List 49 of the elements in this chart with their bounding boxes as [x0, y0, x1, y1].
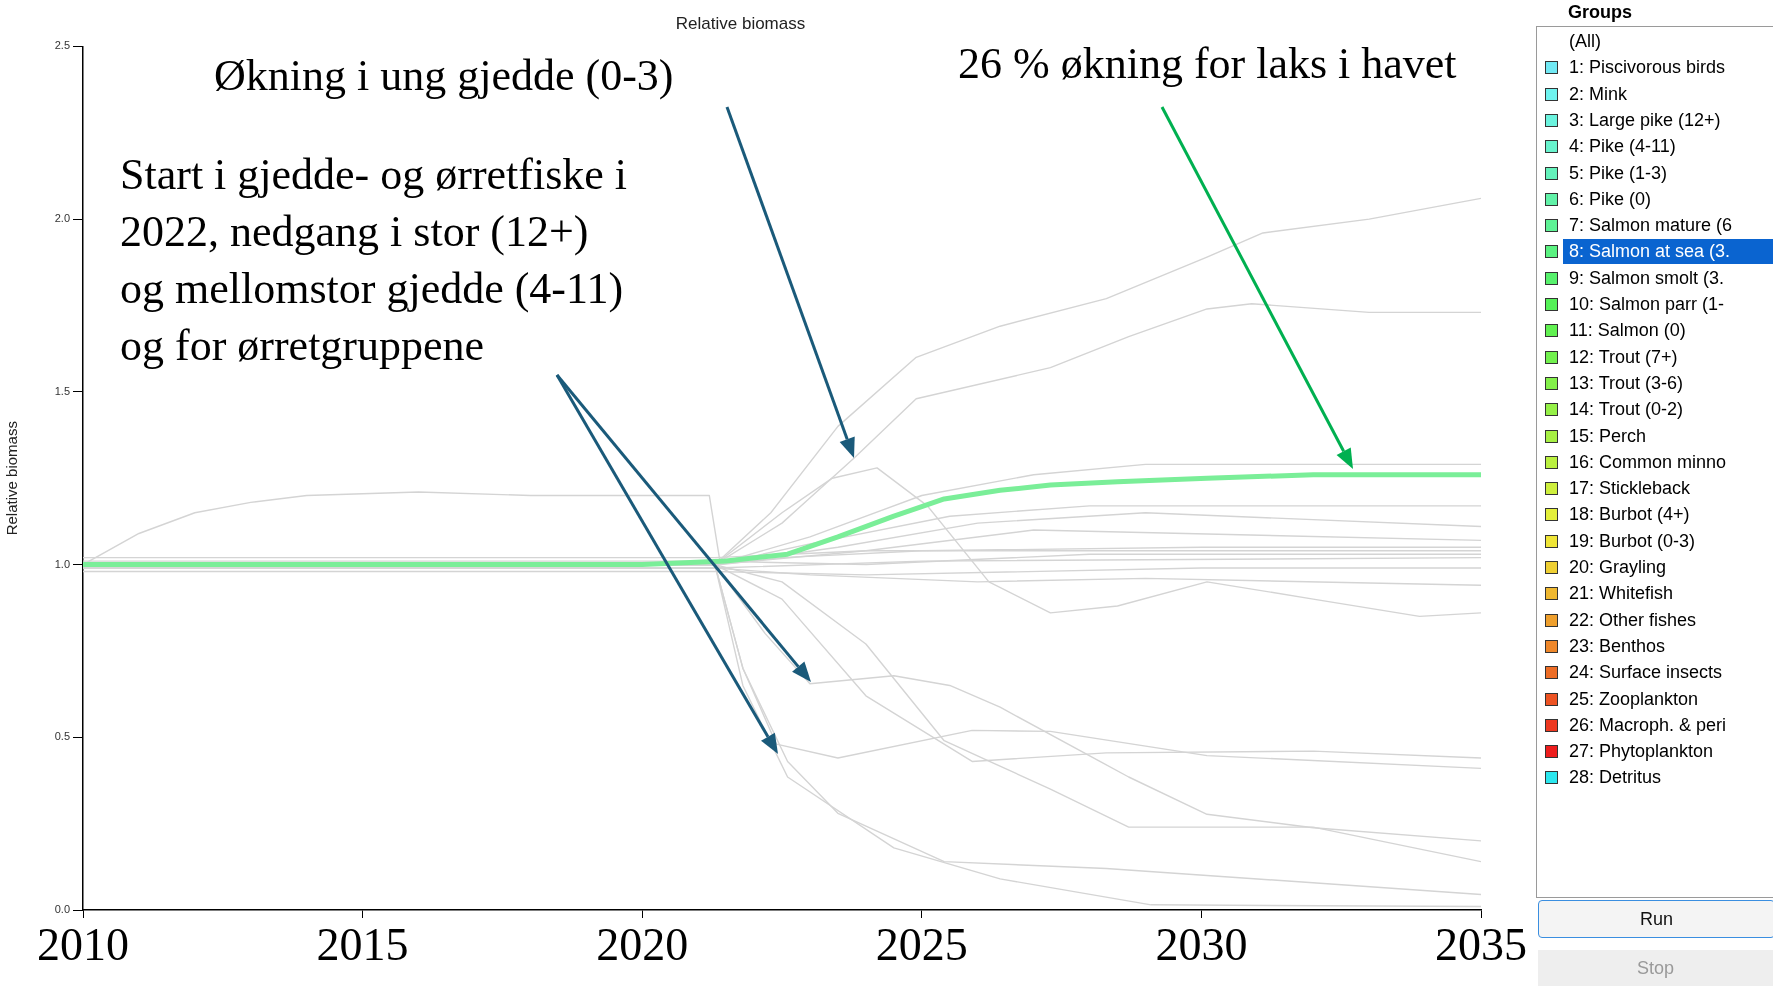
- x-tick-label: 2015: [316, 918, 409, 970]
- text: 22: Other fishes: [1569, 608, 1697, 632]
- text: 6: Pike (0): [1569, 187, 1652, 211]
- text: 10: Salmon parr (1-: [1569, 293, 1725, 316]
- text: Run: [1538, 900, 1773, 938]
- annotation: 26 % økning for laks i havet: [958, 38, 1457, 89]
- text: 25: Zooplankton: [1569, 687, 1699, 711]
- x-tick-label: 2035: [1435, 918, 1527, 970]
- text: 27: Phytoplankton: [1569, 740, 1714, 764]
- x-tick-label: 2025: [875, 918, 968, 970]
- text: 12: Trout (7+): [1569, 345, 1678, 369]
- y-tick-label: 2.0: [54, 212, 70, 225]
- text: 28: Detritus: [1569, 766, 1662, 790]
- annotation: Økning i ung gjedde (0-3): [214, 50, 674, 101]
- text: Groups: [1568, 1, 1633, 24]
- chart-title: Relative biomass: [675, 13, 806, 33]
- text: 26: Macroph. & peri: [1569, 713, 1727, 737]
- y-tick-label: 1.5: [54, 384, 70, 397]
- text: 7: Salmon mature (6: [1569, 214, 1733, 238]
- text: 4: Pike (4-11): [1569, 135, 1676, 159]
- y-axis-title: Relative biomass: [3, 421, 21, 536]
- annotation: Start i gjedde- og ørretfiske i 2022, nedgang i stor (12+) og mellomstor gjedde (4-11) og for ørretgruppene: [120, 149, 629, 372]
- text: 5: Pike (1-3): [1569, 161, 1668, 185]
- text: 18: Burbot (4+): [1569, 503, 1690, 527]
- text: 16: Common minno: [1569, 450, 1727, 474]
- text: 17: Stickleback: [1569, 477, 1691, 501]
- text: 23: Benthos: [1569, 634, 1666, 658]
- text: 24: Surface insects: [1569, 661, 1723, 685]
- text: 1: Piscivorous birds: [1569, 56, 1726, 80]
- y-tick-label: 2.5: [54, 39, 70, 52]
- text: 9: Salmon smolt (3.: [1569, 266, 1725, 290]
- text: 2: Mink: [1569, 82, 1628, 106]
- text: Stop: [1538, 950, 1773, 986]
- text: 21: Whitefish: [1569, 582, 1674, 606]
- y-tick-label: 0.5: [54, 730, 70, 743]
- text: (All): [1569, 30, 1601, 53]
- text: 20: Grayling: [1569, 556, 1667, 579]
- x-tick-label: 2010: [37, 918, 129, 970]
- text: 8: Salmon at sea (3.: [1563, 239, 1773, 265]
- y-tick-label: 0.0: [54, 903, 70, 916]
- text: 11: Salmon (0): [1569, 319, 1686, 343]
- text: 14: Trout (0-2): [1569, 398, 1684, 422]
- text: 3: Large pike (12+): [1569, 108, 1721, 132]
- x-tick-label: 2030: [1155, 918, 1248, 970]
- text: 19: Burbot (0-3): [1569, 529, 1696, 553]
- text: 15: Perch: [1569, 424, 1647, 448]
- text: 13: Trout (3-6): [1569, 371, 1684, 395]
- x-tick-label: 2020: [596, 918, 689, 970]
- y-tick-label: 1.0: [54, 557, 70, 570]
